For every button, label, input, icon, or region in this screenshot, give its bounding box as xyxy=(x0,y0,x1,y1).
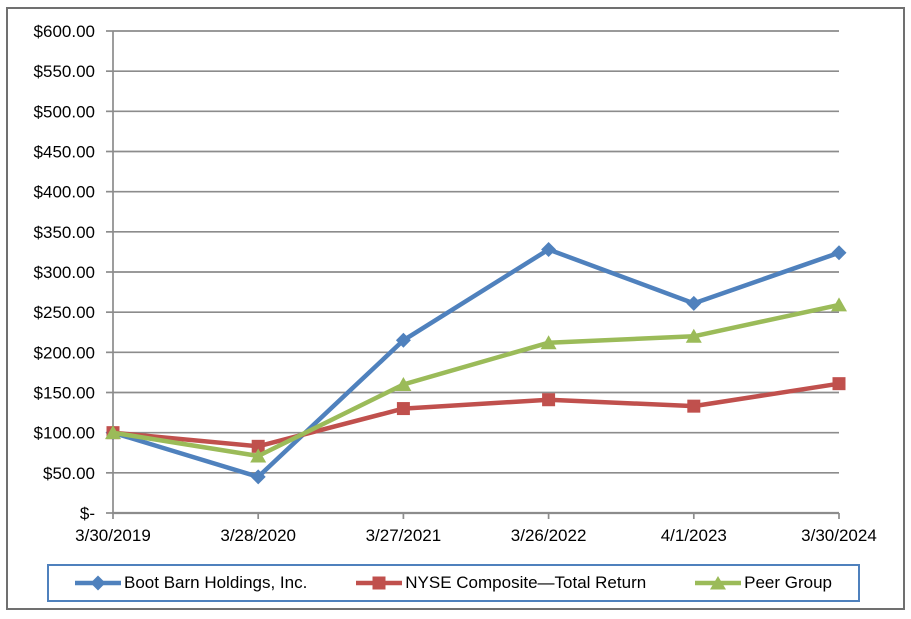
triangle-marker-icon xyxy=(695,576,742,590)
y-axis-label: $350.00 xyxy=(34,223,95,242)
triangle-marker-icon xyxy=(685,328,702,343)
diamond-marker-icon xyxy=(541,242,557,258)
y-axis-label: $600.00 xyxy=(34,22,95,41)
y-axis-label: $100.00 xyxy=(34,424,95,443)
x-axis-label: 3/26/2022 xyxy=(511,526,587,545)
x-axis-labels: 3/30/2019 3/28/2020 3/27/2021 3/26/2022 4/1/… xyxy=(75,526,877,545)
legend-label-nyse-composite: NYSE Composite—Total Return xyxy=(405,573,647,592)
series-line-peer-group xyxy=(110,302,842,459)
legend-label-peer-group: Peer Group xyxy=(744,573,832,592)
square-marker-icon xyxy=(542,393,556,407)
square-marker-icon xyxy=(396,402,410,416)
diamond-marker-icon xyxy=(686,295,702,311)
x-axis-label: 4/1/2023 xyxy=(661,526,727,545)
chart-legend: Boot Barn Holdings, Inc. NYSE Composite—… xyxy=(47,564,860,602)
square-marker-icon xyxy=(251,439,265,453)
square-marker-icon xyxy=(832,377,846,391)
axes xyxy=(106,30,840,519)
triangle-marker-icon xyxy=(540,335,557,350)
y-axis-label: $250.00 xyxy=(34,303,95,322)
y-axis-label: $50.00 xyxy=(43,464,95,483)
diamond-marker-icon xyxy=(250,469,266,485)
y-axis-label: $550.00 xyxy=(34,62,95,81)
y-axis-label: $400.00 xyxy=(34,183,95,202)
diamond-marker-icon xyxy=(75,575,121,591)
series-nyse-composite-total-return xyxy=(106,377,846,453)
series-line-boot-barn-holdings-inc xyxy=(110,247,842,480)
triangle-marker-icon xyxy=(831,297,847,312)
series-line-nyse-composite-total-return xyxy=(110,381,842,449)
triangle-marker-icon xyxy=(250,448,267,463)
y-axis-label: $200.00 xyxy=(34,343,95,362)
y-axis-label: $500.00 xyxy=(34,102,95,121)
y-axis-labels: $- $50.00 $100.00 $150.00 $200.00 $250.00 $300… xyxy=(34,22,95,523)
x-axis-label: 3/30/2019 xyxy=(75,526,151,545)
square-marker-icon xyxy=(687,399,701,413)
y-axis-label: $150.00 xyxy=(34,384,95,403)
legend-item-nyse-composite: NYSE Composite—Total Return xyxy=(356,573,646,593)
diamond-marker-icon xyxy=(395,332,411,348)
y-axis-label: $450.00 xyxy=(34,143,95,162)
legend-label-boot-barn-holdings: Boot Barn Holdings, Inc. xyxy=(124,573,308,592)
y-axis-label: $- xyxy=(80,504,95,523)
triangle-marker-icon xyxy=(395,376,412,391)
x-axis-label: 3/28/2020 xyxy=(220,526,296,545)
diamond-marker-icon xyxy=(831,245,847,261)
y-axis-label: $300.00 xyxy=(34,263,95,282)
triangle-marker-icon xyxy=(105,425,121,440)
legend-item-peer-group: Peer Group xyxy=(695,573,832,593)
x-axis-label: 3/30/2024 xyxy=(801,526,877,545)
gridlines xyxy=(113,30,839,474)
legend-item-boot-barn-holdings: Boot Barn Holdings, Inc. xyxy=(75,573,307,593)
x-axis-label: 3/27/2021 xyxy=(366,526,442,545)
series-peer-group xyxy=(105,297,847,463)
square-marker-icon xyxy=(356,576,403,590)
